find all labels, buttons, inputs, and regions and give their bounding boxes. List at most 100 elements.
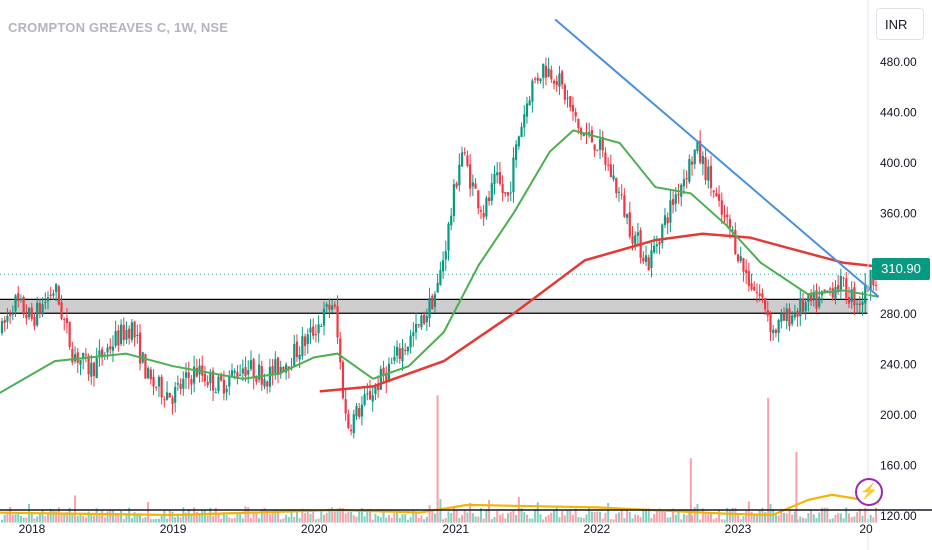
volume-bar [298,518,301,523]
volume-bar [661,511,664,523]
volume-bar [566,510,569,523]
candle-body [804,302,807,311]
candle-body [160,376,163,398]
volume-bar [30,513,33,523]
volume-bar [36,516,39,523]
candle-body [122,324,125,341]
volume-bar [171,511,174,523]
candle-body [828,288,832,290]
candle-body [117,330,120,346]
volume-bar [674,514,677,523]
candle-body [222,379,225,394]
volume-bar [44,516,47,523]
candle-body [501,183,504,193]
slow-moving-average [319,232,879,393]
volume-bar [755,513,758,523]
volume-bar [658,508,661,523]
volume-bar [355,516,358,523]
candle-body [209,372,212,384]
volume-bar [450,513,453,523]
candle-body [761,293,764,298]
volume-bar [312,511,315,523]
candle-body [577,118,580,129]
candle-body [19,298,23,300]
candle-body [25,315,28,319]
candle-body [755,291,759,293]
volume-bar [872,517,875,523]
volume-bars [1,395,878,523]
candle-body [55,284,58,292]
volume-bar [593,512,596,523]
volume-bar [404,514,407,523]
candle-body [271,366,274,375]
candle-body [615,177,618,194]
candle-body [536,77,539,81]
candle-body [837,285,840,290]
volume-bar [558,517,561,523]
candle-body [431,295,434,310]
candle-body [266,381,269,387]
candle-body [728,219,732,228]
candle-body [612,175,615,180]
candle-body [149,369,152,380]
volume-bar [680,519,683,523]
candle-body [317,324,320,334]
candle-body [11,313,14,315]
candle-body [460,152,464,167]
volume-bar [390,517,393,523]
volume-bar [455,509,458,523]
candle-body [52,293,55,296]
volume-bar [550,512,553,523]
currency-selector[interactable]: INR [876,8,924,40]
candle-body [582,133,585,137]
volume-bar [609,519,612,523]
volume-bar [377,515,380,523]
candle-body [574,112,577,117]
candle-body [628,212,631,237]
volume-bar [49,508,52,523]
lightning-bolt-icon[interactable]: ⚡ [855,478,883,506]
candle-body [847,297,851,304]
volume-bar [485,509,488,523]
volume-bar [244,506,247,523]
volume-bar [601,518,604,523]
candle-body [701,156,704,165]
candle-body [65,318,69,324]
candle-body [753,286,756,291]
candle-body [171,398,174,405]
volume-bar [111,509,114,523]
candle-body [869,269,872,291]
volume-bar [444,518,447,523]
volume-bar [745,510,748,523]
volume-bar [599,511,602,523]
volume-bar [804,518,807,523]
candle-body [793,313,796,318]
volume-bar [853,516,856,523]
candle-body [620,194,623,196]
candle-body [157,376,161,387]
volume-bar [163,510,166,523]
candle-body [709,165,713,189]
volume-bar [130,517,133,523]
volume-bar [344,513,347,523]
volume-bar [125,513,128,523]
candle-body [241,368,244,374]
volume-bar [466,512,469,523]
volume-bar [68,507,71,523]
volume-bar [569,510,572,523]
candle-body [444,251,447,260]
volume-bar [279,519,282,523]
volume-bar [214,507,217,523]
volume-bar [206,515,209,523]
volume-bar [574,508,577,523]
volume-bar [106,511,109,523]
candle-body [809,292,813,302]
volume-bar [842,518,845,523]
price-tick-label: 160.00 [880,459,917,473]
candle-body [818,296,821,307]
candle-body [555,81,558,85]
candle-body [211,370,215,391]
candle-body [571,104,575,112]
volume-bar [147,502,150,523]
